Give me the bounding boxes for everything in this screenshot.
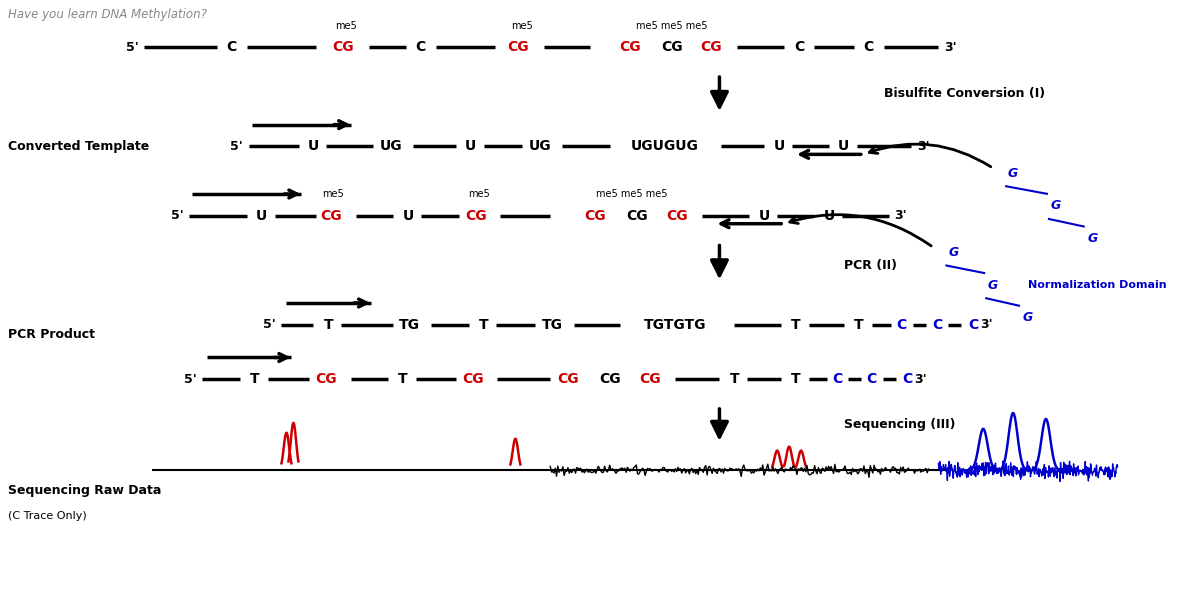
- Text: 5': 5': [230, 140, 244, 153]
- Text: T: T: [324, 318, 334, 332]
- Text: TG: TG: [541, 318, 563, 332]
- Text: U: U: [758, 209, 770, 223]
- Text: C: C: [227, 40, 236, 55]
- Text: CG: CG: [316, 372, 337, 386]
- Text: CG: CG: [701, 40, 722, 55]
- Text: Have you learn DNA Methylation?: Have you learn DNA Methylation?: [7, 8, 206, 21]
- Text: CG: CG: [638, 372, 660, 386]
- Text: T: T: [854, 318, 864, 332]
- Text: TG: TG: [398, 318, 419, 332]
- Text: C: C: [896, 318, 907, 332]
- Text: U: U: [464, 139, 476, 154]
- Text: UG: UG: [529, 139, 552, 154]
- Text: 3': 3': [914, 373, 926, 386]
- Text: Sequencing (III): Sequencing (III): [844, 418, 955, 431]
- Text: T: T: [398, 372, 408, 386]
- Text: PCR (II): PCR (II): [844, 259, 896, 272]
- Text: (C Trace Only): (C Trace Only): [7, 511, 86, 521]
- Text: C: C: [415, 40, 426, 55]
- Text: Normalization Domain: Normalization Domain: [1028, 280, 1166, 290]
- Text: CG: CG: [320, 209, 342, 223]
- Text: CG: CG: [332, 40, 354, 55]
- Text: CG: CG: [584, 209, 606, 223]
- Text: G: G: [948, 246, 959, 259]
- Text: C: C: [794, 40, 804, 55]
- Text: U: U: [307, 139, 319, 154]
- Text: 5': 5': [184, 373, 197, 386]
- Text: CG: CG: [661, 40, 683, 55]
- Text: T: T: [730, 372, 739, 386]
- Text: C: C: [968, 318, 978, 332]
- Text: U: U: [774, 139, 785, 154]
- Text: C: C: [866, 372, 877, 386]
- Text: U: U: [839, 139, 850, 154]
- Text: G: G: [1022, 311, 1033, 325]
- Text: C: C: [864, 40, 874, 55]
- Text: 3': 3': [917, 140, 930, 153]
- Text: C: C: [902, 372, 913, 386]
- Text: U: U: [256, 209, 268, 223]
- Text: CG: CG: [508, 40, 529, 55]
- Text: CG: CG: [599, 372, 620, 386]
- Text: CG: CG: [626, 209, 648, 223]
- Text: PCR Product: PCR Product: [7, 328, 95, 341]
- Text: G: G: [1008, 167, 1019, 179]
- Text: U: U: [823, 209, 834, 223]
- Text: me5: me5: [468, 189, 490, 199]
- Text: Sequencing Raw Data: Sequencing Raw Data: [7, 484, 161, 497]
- Text: me5: me5: [511, 20, 533, 31]
- Text: G: G: [1087, 232, 1098, 245]
- Text: me5 me5 me5: me5 me5 me5: [636, 20, 708, 31]
- Text: 3': 3': [894, 209, 907, 222]
- Text: U: U: [402, 209, 414, 223]
- Text: me5: me5: [323, 189, 344, 199]
- Text: CG: CG: [462, 372, 484, 386]
- Text: C: C: [832, 372, 842, 386]
- Text: C: C: [932, 318, 942, 332]
- Text: 3': 3': [980, 318, 992, 331]
- Text: 5': 5': [263, 318, 276, 331]
- Text: T: T: [479, 318, 488, 332]
- Text: CG: CG: [464, 209, 486, 223]
- Text: 5': 5': [170, 209, 184, 222]
- Text: T: T: [791, 372, 800, 386]
- Text: CG: CG: [666, 209, 688, 223]
- Text: CG: CG: [557, 372, 578, 386]
- Text: 5': 5': [126, 41, 138, 54]
- Text: G: G: [988, 278, 998, 292]
- Text: CG: CG: [619, 40, 641, 55]
- Text: UGUGUG: UGUGUG: [631, 139, 698, 154]
- Text: Converted Template: Converted Template: [7, 140, 149, 153]
- Text: 3': 3': [944, 41, 956, 54]
- Text: UG: UG: [379, 139, 402, 154]
- Text: TGTGTG: TGTGTG: [643, 318, 706, 332]
- Text: me5: me5: [335, 20, 358, 31]
- Text: G: G: [1051, 199, 1061, 212]
- Text: T: T: [250, 372, 259, 386]
- Text: me5 me5 me5: me5 me5 me5: [596, 189, 667, 199]
- Text: Bisulfite Conversion (I): Bisulfite Conversion (I): [883, 88, 1045, 100]
- Text: T: T: [791, 318, 800, 332]
